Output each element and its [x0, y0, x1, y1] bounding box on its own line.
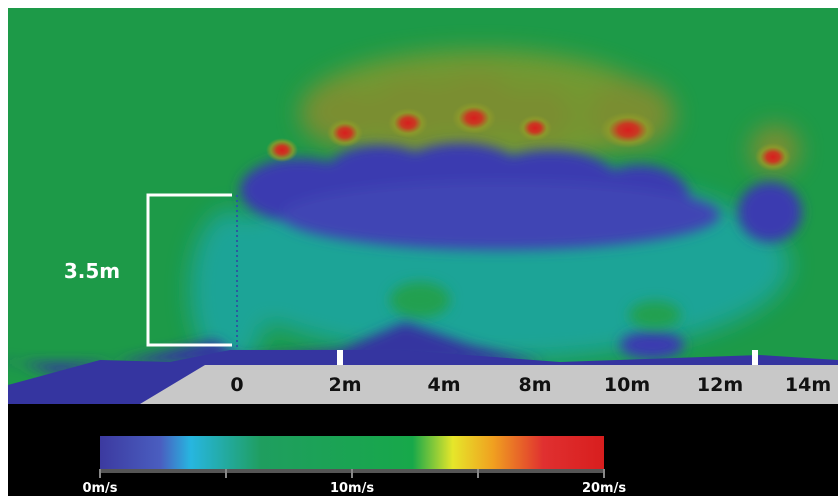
x-tick-label: 2m: [328, 374, 361, 396]
x-tick-label: 10m: [604, 374, 650, 396]
color-scale-min-label: 0m/s: [82, 481, 117, 496]
color-scale-mid-label: 10m/s: [330, 481, 374, 496]
high-velocity-peaks: [266, 102, 791, 171]
x-tick-label: 14m: [785, 374, 831, 396]
height-label: 3.5m: [64, 259, 120, 283]
low-velocity-zone: [240, 143, 802, 359]
x-tick-label: 0: [230, 374, 243, 396]
color-scale-max-label: 20m/s: [582, 481, 626, 496]
color-scale: 0m/s 10m/s 20m/s: [82, 436, 626, 496]
ground: [8, 322, 838, 404]
x-axis-ticks: 0 2m 4m 8m 10m 12m 14m: [230, 374, 831, 396]
x-tick-label: 4m: [427, 374, 460, 396]
green-pockets: [390, 282, 681, 329]
color-scale-bar: [100, 436, 604, 469]
x-tick-label: 8m: [518, 374, 551, 396]
x-tick-label: 12m: [697, 374, 743, 396]
height-bracket: [146, 193, 232, 347]
